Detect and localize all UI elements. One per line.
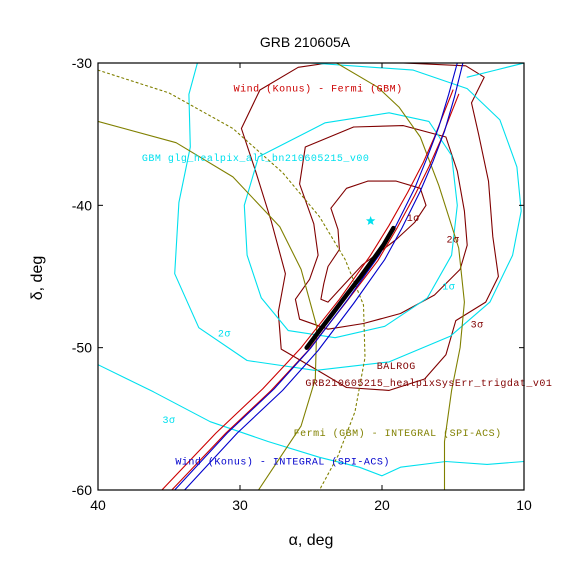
series-contour-6 (98, 364, 524, 477)
annotation-9: 3σ (162, 416, 175, 427)
annotation-2: 1σ (407, 214, 420, 225)
annotation-6: 2σ (218, 329, 231, 340)
series-contour-7 (466, 63, 524, 78)
annotation-4: 1σ (442, 282, 455, 293)
x-tick-label-1: 30 (232, 497, 248, 513)
annotation-7: BALROG (377, 362, 416, 373)
series-dotted-10 (98, 69, 366, 490)
annotation-3: 2σ (446, 235, 459, 246)
series-contour-4 (243, 112, 458, 339)
series-thick-15 (304, 225, 396, 350)
plot-frame (97, 62, 525, 491)
annotation-0: Wind (Konus) - Fermi (GBM) (234, 83, 403, 95)
x-tick-label-2: 20 (374, 497, 390, 513)
tick-layer: 40 30 20 10 -30 -40 -50 -60 (72, 55, 532, 513)
y-tick-label-2: -50 (72, 340, 92, 356)
annotation-10: Fermi (GBM) - INTEGRAL (SPI-ACS) (294, 428, 502, 440)
series-contour-9 (336, 63, 465, 490)
x-tick-label-0: 40 (90, 497, 106, 513)
x-tick-label-3: 10 (516, 497, 532, 513)
series-contour-2 (294, 125, 468, 330)
series-contour-5 (174, 63, 522, 371)
y-tick-label-3: -60 (72, 482, 92, 498)
annotation-5: 3σ (471, 321, 484, 332)
series-contour-8 (98, 120, 318, 490)
series-contour-1 (320, 180, 427, 303)
chart-title: GRB 210605A (260, 34, 351, 50)
annotation-8: GRB210605215_healpixSysErr_trigdat_v01 (305, 378, 552, 390)
series-contour-3 (240, 63, 499, 391)
y-tick-label-1: -40 (72, 197, 92, 213)
series-line-13 (184, 63, 464, 490)
localization-star-marker (365, 216, 376, 225)
annotation-layer: Wind (Konus) - Fermi (GBM) GBM glg_healpi… (142, 83, 552, 468)
y-tick-label-0: -30 (72, 55, 92, 71)
y-axis-title: δ, deg (29, 256, 46, 301)
x-axis-title: α, deg (289, 532, 334, 549)
annotation-11: Wind (Konus) - INTEGRAL (SPI-ACS) (175, 456, 390, 468)
annotation-1: GBM glg_healpix_all_bn210605215_v00 (142, 153, 370, 165)
series-layer (98, 63, 524, 490)
